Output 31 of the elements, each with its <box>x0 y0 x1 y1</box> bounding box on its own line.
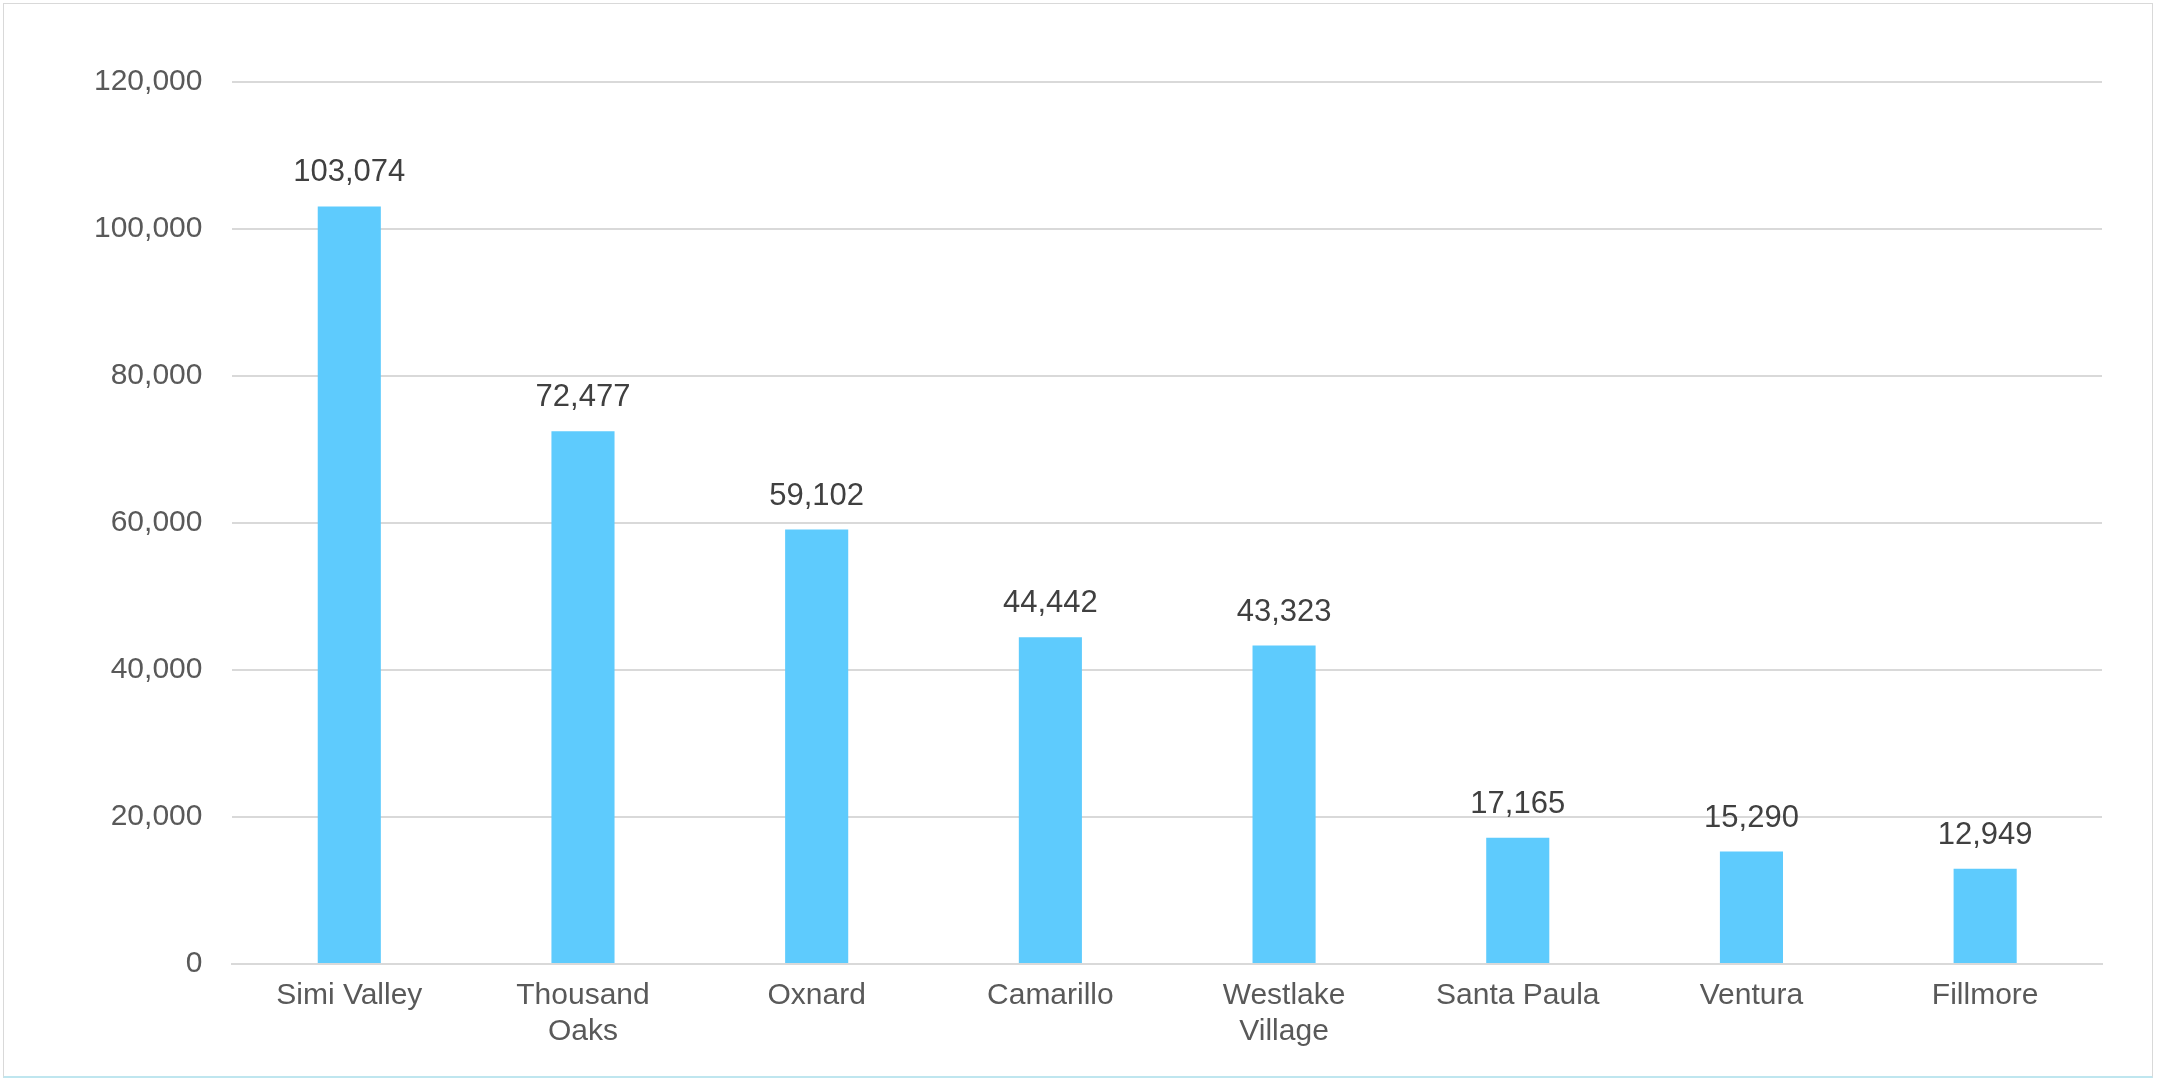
data-label: 15,290 <box>1704 798 1799 834</box>
x-tick-label: Fillmore <box>1931 977 2039 1011</box>
x-tick-label: Oxnard <box>767 977 866 1011</box>
bar <box>1018 637 1082 963</box>
x-tick-label: Santa Paula <box>1436 977 1600 1011</box>
y-tick-label: 120,000 <box>93 63 203 97</box>
bar <box>1953 868 2017 963</box>
bar <box>1252 645 1316 963</box>
data-label: 43,323 <box>1236 592 1332 628</box>
x-tick-label: Camarillo <box>987 977 1114 1011</box>
y-tick-label: 60,000 <box>110 504 203 538</box>
bar <box>551 431 615 963</box>
y-tick-label: 40,000 <box>110 651 203 685</box>
bar <box>1486 837 1550 963</box>
data-label: 44,442 <box>1002 584 1098 620</box>
y-tick-label: 100,000 <box>93 210 203 244</box>
data-label: 103,074 <box>293 153 406 189</box>
bar <box>785 529 849 963</box>
data-label: 59,102 <box>769 476 865 512</box>
data-label: 17,165 <box>1470 784 1566 820</box>
y-tick-label: 80,000 <box>110 357 203 391</box>
x-tick-label: Thousand Oaks <box>516 977 650 1047</box>
bar <box>317 206 381 963</box>
data-label: 72,477 <box>535 378 631 414</box>
x-tick-label: Simi Valley <box>276 977 423 1011</box>
x-tick-label: Westlake Village <box>1222 977 1346 1047</box>
y-tick-label: 20,000 <box>110 798 203 832</box>
x-tick-label: Ventura <box>1699 977 1804 1011</box>
y-tick-label: 0 <box>185 945 203 979</box>
bar <box>1719 851 1784 963</box>
data-label: 12,949 <box>1937 815 2033 851</box>
